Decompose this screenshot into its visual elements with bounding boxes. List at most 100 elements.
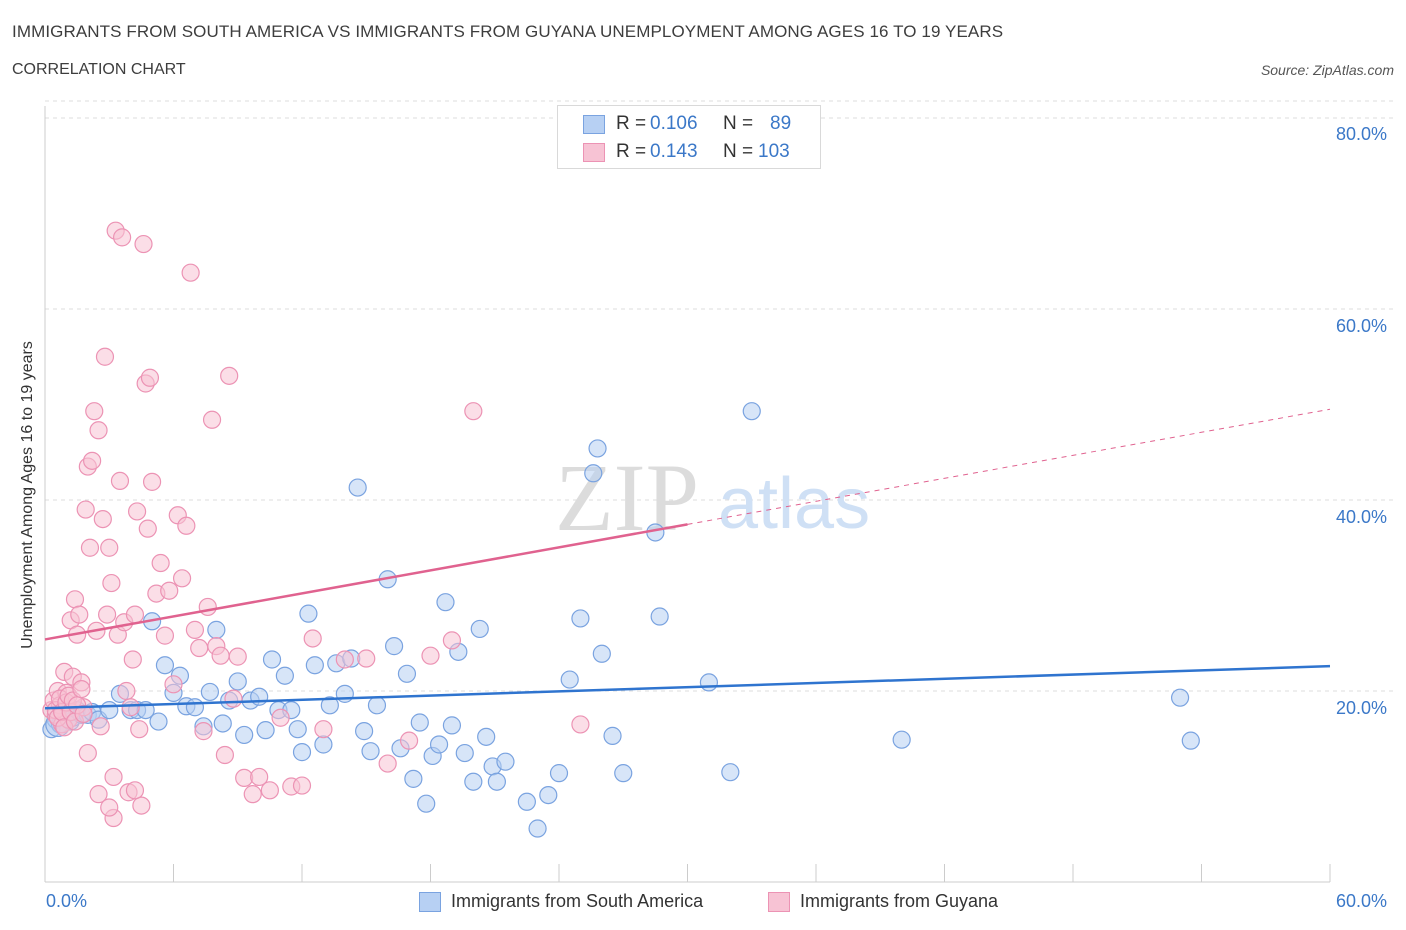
south-america-point (429, 735, 449, 754)
y-tick-label-80: 80.0% (1336, 124, 1388, 144)
south-america-point (404, 769, 423, 788)
trend-line-guyana (44, 523, 688, 641)
south-america-point (275, 666, 294, 685)
south-america-point (539, 785, 558, 805)
guyana-point (72, 679, 91, 699)
legend-swatch-blue (583, 115, 605, 134)
legend-row-south-america: R = 0.106 N = 89 (558, 111, 820, 137)
south-america-point (584, 464, 603, 483)
series-south-america-points (42, 402, 1200, 838)
guyana-point (314, 720, 333, 739)
south-america-point (314, 735, 333, 754)
guyana-point (198, 597, 217, 617)
south-america-point (477, 727, 496, 746)
axes (44, 106, 1331, 883)
legend-r-label: R = (616, 113, 647, 134)
south-america-point (262, 650, 282, 669)
guyana-point (190, 638, 209, 658)
x-tick-label-min: 0.0% (46, 891, 88, 911)
guyana-point (160, 581, 179, 600)
south-america-point (100, 700, 119, 720)
south-america-point (384, 637, 404, 656)
trend-line-guyana-extension (687, 408, 1331, 525)
guyana-point (399, 731, 419, 750)
guyana-point (132, 796, 151, 815)
south-america-point (721, 763, 740, 782)
chart-subtitle: CORRELATION CHART (12, 61, 186, 78)
guyana-point (172, 569, 192, 588)
bottom-legend-swatch-blue (419, 892, 441, 912)
x-tick-label-max: 60.0% (1336, 891, 1388, 911)
south-america-point (256, 721, 275, 740)
legend-n-label: N = (723, 113, 754, 134)
series-guyana-points (42, 221, 590, 828)
guyana-point (117, 681, 136, 701)
guyana-point (89, 785, 108, 804)
legend-r-value: 0.143 (650, 141, 698, 162)
y-tick-label-60: 60.0% (1336, 316, 1388, 336)
guyana-point (220, 366, 239, 385)
bottom-legend-label: Immigrants from Guyana (800, 891, 999, 911)
south-america-point (149, 712, 168, 731)
guyana-point (335, 650, 354, 669)
south-america-point (742, 402, 761, 421)
guyana-point (224, 689, 243, 708)
guyana-point (104, 767, 123, 787)
guyana-point (260, 781, 279, 800)
south-america-point (228, 672, 247, 691)
correlation-legend: R = 0.106 N = 89 R = 0.143 N = 103 (557, 105, 821, 169)
south-america-point (496, 752, 515, 771)
y-tick-label-40: 40.0% (1336, 507, 1388, 527)
grid-lines (45, 100, 1395, 692)
bottom-legend-label: Immigrants from South America (451, 891, 704, 911)
guyana-point (100, 538, 119, 557)
guyana-point (271, 708, 290, 727)
legend-n-label: N = (723, 141, 754, 162)
guyana-point (102, 573, 121, 593)
guyana-point (134, 234, 153, 254)
guyana-point (151, 553, 170, 573)
south-america-point (528, 819, 547, 838)
guyana-point (292, 776, 312, 795)
guyana-point (91, 717, 110, 736)
south-america-point (571, 609, 590, 628)
guyana-point (250, 767, 269, 787)
south-america-point (614, 764, 633, 783)
south-america-point (549, 764, 569, 783)
south-america-point (288, 720, 307, 739)
source-label: Source: ZipAtlas.com (1260, 62, 1394, 78)
guyana-point (100, 798, 119, 817)
guyana-point (112, 228, 132, 247)
guyana-point (89, 421, 108, 440)
guyana-point (571, 715, 590, 734)
trend-lines (44, 408, 1331, 710)
guyana-point (83, 451, 102, 470)
south-america-point (487, 772, 506, 791)
south-america-point (213, 714, 232, 733)
guyana-point (215, 745, 234, 765)
guyana-point (357, 649, 376, 668)
legend-r-value: 0.106 (650, 113, 698, 134)
legend-n-value: 103 (758, 141, 790, 162)
guyana-point (164, 675, 183, 694)
guyana-point (130, 720, 149, 739)
guyana-point (202, 410, 222, 429)
guyana-point (85, 402, 104, 421)
south-america-point (592, 644, 611, 663)
bottom-legend-swatch-pink (768, 892, 790, 912)
south-america-point (305, 656, 324, 675)
guyana-point (80, 538, 100, 557)
south-america-point (699, 673, 719, 692)
south-america-point (155, 656, 175, 675)
guyana-point (378, 754, 397, 773)
y-axis-label: Unemployment Among Ages 16 to 19 years (19, 341, 36, 649)
south-america-point (367, 696, 387, 715)
guyana-point (110, 471, 130, 490)
south-america-point (560, 670, 579, 689)
legend-r-label: R = (616, 141, 647, 162)
guyana-point (140, 368, 160, 387)
guyana-point (65, 590, 85, 609)
guyana-point (138, 519, 157, 538)
south-america-point (603, 726, 622, 745)
